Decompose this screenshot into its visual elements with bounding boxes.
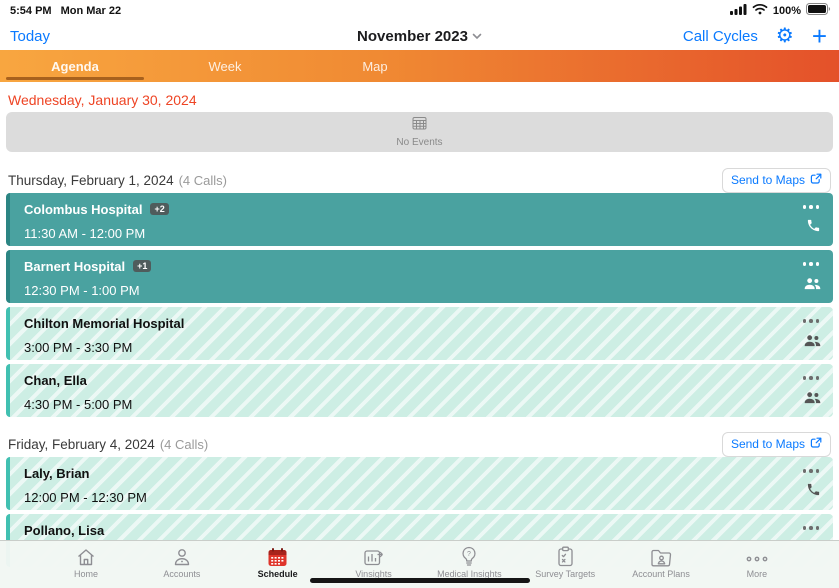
event-time: 12:00 PM - 12:30 PM bbox=[24, 490, 147, 505]
call-cycles-button[interactable]: Call Cycles bbox=[682, 27, 758, 45]
wifi-icon bbox=[752, 2, 768, 20]
tab-accounts[interactable]: Accounts bbox=[140, 545, 224, 588]
navigation-bar: Today November 2023 Call Cycles ⚙ + bbox=[0, 22, 839, 50]
tab-label: Vinsights bbox=[355, 569, 392, 579]
more-options-icon[interactable] bbox=[802, 526, 819, 530]
tab-label: Accounts bbox=[163, 569, 201, 579]
people-icon bbox=[804, 334, 821, 352]
vinsights-chart-icon bbox=[363, 545, 385, 567]
month-selector[interactable]: November 2023 bbox=[0, 27, 839, 45]
more-dots-icon bbox=[745, 545, 769, 567]
external-link-icon bbox=[810, 173, 822, 188]
more-options-icon[interactable] bbox=[802, 262, 819, 266]
status-time: 5:54 PM bbox=[10, 5, 52, 17]
day-call-count: (4 Calls) bbox=[178, 172, 227, 188]
event-time: 3:00 PM - 3:30 PM bbox=[24, 340, 133, 355]
tab-label: Schedule bbox=[257, 569, 298, 579]
tab-vinsights[interactable]: Vinsights bbox=[332, 545, 416, 588]
add-button[interactable]: + bbox=[811, 21, 827, 51]
attendee-count-badge: +2 bbox=[150, 203, 169, 215]
home-icon bbox=[75, 545, 97, 567]
send-to-maps-label: Send to Maps bbox=[730, 437, 805, 451]
cellular-signal-icon bbox=[729, 2, 747, 20]
chevron-down-icon bbox=[472, 27, 482, 44]
event-name: Barnert Hospital bbox=[24, 258, 126, 274]
tab-home[interactable]: Home bbox=[44, 545, 128, 588]
battery-percent: 100% bbox=[772, 5, 801, 17]
day-header-thursday: Thursday, February 1, 2024 (4 Calls) Send… bbox=[8, 167, 831, 193]
month-title: November 2023 bbox=[357, 28, 468, 45]
day-date: Friday, February 4, 2024 bbox=[8, 436, 155, 452]
phone-icon bbox=[806, 482, 821, 502]
home-indicator[interactable] bbox=[309, 578, 530, 583]
agenda-list: Wednesday, January 30, 2024 No Events Th… bbox=[0, 92, 839, 567]
more-options-icon[interactable] bbox=[802, 376, 819, 380]
more-options-icon[interactable] bbox=[802, 319, 819, 323]
send-to-maps-button[interactable]: Send to Maps bbox=[721, 431, 831, 457]
no-events-calendar-icon bbox=[412, 116, 427, 135]
event-name: Pollano, Lisa bbox=[24, 522, 105, 538]
day-call-count: (4 Calls) bbox=[159, 436, 209, 452]
tab-medical-insights[interactable]: ? Medical Insights bbox=[427, 545, 511, 588]
event-card[interactable]: Barnert Hospital +1 12:30 PM - 1:00 PM bbox=[6, 250, 833, 303]
event-time: 12:30 PM - 1:00 PM bbox=[24, 283, 140, 298]
event-time: 4:30 PM - 5:00 PM bbox=[24, 397, 133, 412]
event-card[interactable]: Chilton Memorial Hospital 3:00 PM - 3:30… bbox=[6, 307, 833, 360]
tab-map[interactable]: Map bbox=[362, 58, 388, 74]
tab-label: Survey Targets bbox=[535, 569, 596, 579]
tab-survey-targets[interactable]: Survey Targets bbox=[523, 545, 607, 588]
no-events-label: No Events bbox=[396, 137, 443, 148]
svg-text:?: ? bbox=[467, 551, 471, 558]
view-tabs: Agenda Week Map bbox=[0, 50, 839, 82]
more-options-icon[interactable] bbox=[802, 469, 819, 473]
tab-more[interactable]: More bbox=[715, 545, 799, 588]
event-time: 11:30 AM - 12:00 PM bbox=[24, 226, 146, 241]
accounts-icon bbox=[171, 545, 193, 567]
day-date: Thursday, February 1, 2024 bbox=[8, 172, 174, 188]
event-name: Colombus Hospital bbox=[24, 201, 143, 217]
tab-label: Home bbox=[73, 569, 98, 579]
today-button[interactable]: Today bbox=[10, 27, 51, 45]
phone-icon bbox=[806, 218, 821, 238]
folder-person-icon bbox=[650, 545, 673, 567]
event-name: Laly, Brian bbox=[24, 465, 90, 481]
send-to-maps-label: Send to Maps bbox=[730, 173, 805, 187]
people-icon bbox=[804, 277, 821, 295]
event-card[interactable]: Laly, Brian 12:00 PM - 12:30 PM bbox=[6, 457, 833, 510]
external-link-icon bbox=[810, 437, 822, 452]
survey-clipboard-icon bbox=[557, 545, 574, 567]
event-card[interactable]: Chan, Ella 4:30 PM - 5:00 PM bbox=[6, 364, 833, 417]
status-date: Mon Mar 22 bbox=[60, 5, 122, 17]
no-events-box: No Events bbox=[6, 112, 833, 152]
tab-account-plans[interactable]: Account Plans bbox=[619, 545, 703, 588]
tab-agenda[interactable]: Agenda bbox=[0, 50, 150, 82]
more-options-icon[interactable] bbox=[802, 205, 819, 209]
lightbulb-icon: ? bbox=[460, 545, 478, 567]
battery-icon bbox=[806, 2, 831, 20]
event-name: Chan, Ella bbox=[24, 372, 87, 388]
tab-label: More bbox=[746, 569, 768, 579]
send-to-maps-button[interactable]: Send to Maps bbox=[721, 167, 831, 193]
day-header-overdue: Wednesday, January 30, 2024 bbox=[8, 92, 197, 108]
schedule-calendar-icon bbox=[267, 545, 288, 567]
tab-schedule[interactable]: Schedule bbox=[236, 545, 320, 588]
event-name: Chilton Memorial Hospital bbox=[24, 315, 185, 331]
gear-icon[interactable]: ⚙ bbox=[775, 25, 794, 47]
tab-week[interactable]: Week bbox=[208, 58, 242, 74]
day-header-friday: Friday, February 4, 2024 (4 Calls) Send t… bbox=[8, 431, 831, 457]
tab-label: Medical Insights bbox=[437, 569, 502, 579]
attendee-count-badge: +1 bbox=[133, 260, 152, 272]
event-card[interactable]: Colombus Hospital +2 11:30 AM - 12:00 PM bbox=[6, 193, 833, 246]
tab-label: Account Plans bbox=[632, 569, 690, 579]
people-icon bbox=[804, 391, 821, 409]
status-bar: 5:54 PM Mon Mar 22 100% bbox=[0, 0, 839, 22]
